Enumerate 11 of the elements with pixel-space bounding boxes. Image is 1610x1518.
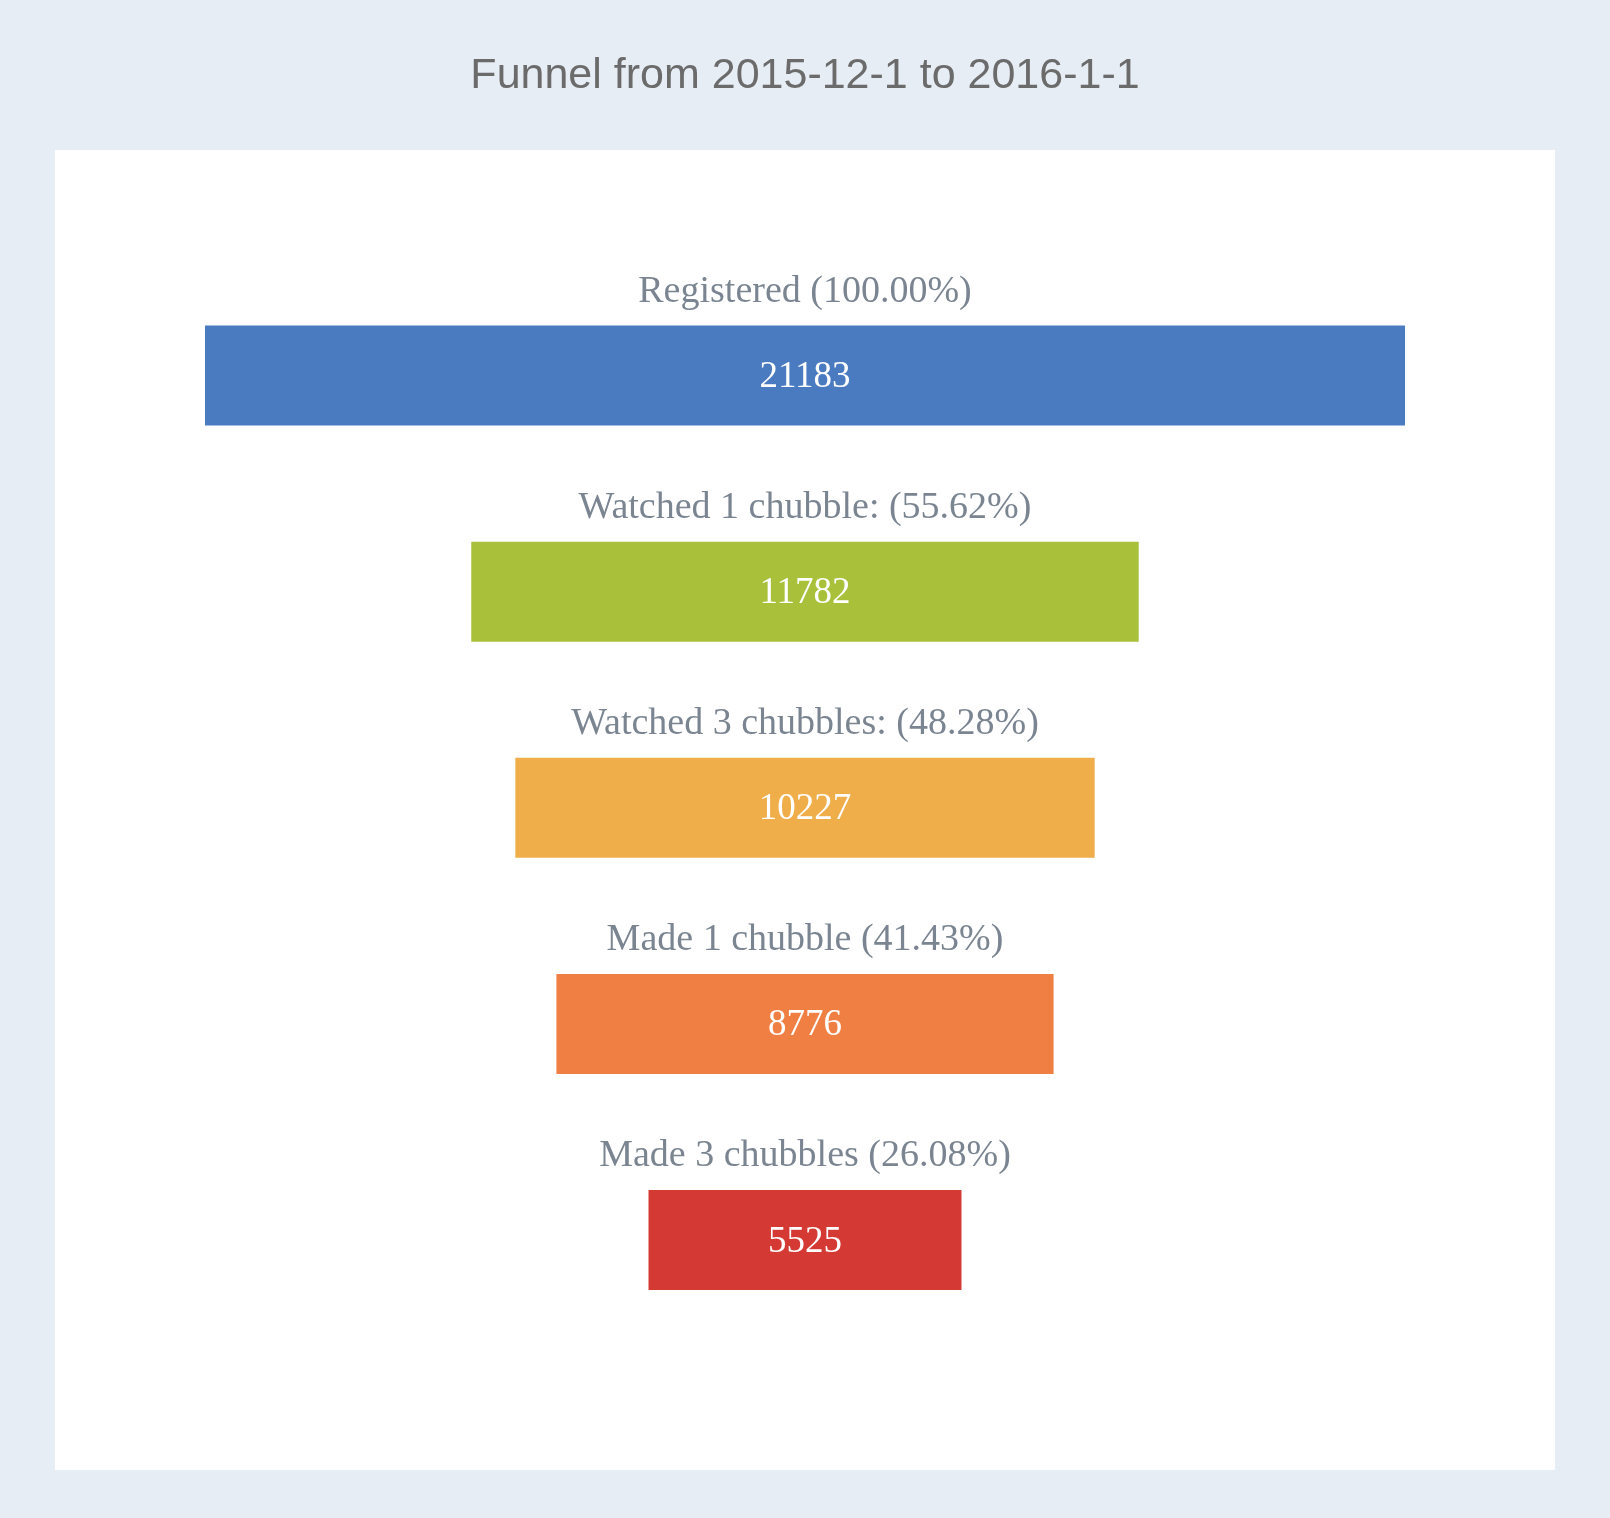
data-label: 10227 [758, 786, 852, 828]
category-label: Made 3 chubbles (26.08%) [599, 1132, 1011, 1176]
data-label: 21183 [759, 354, 851, 396]
category-label: Registered (100.00%) [638, 267, 972, 311]
category-label: Watched 3 chubbles: (48.28%) [571, 700, 1039, 743]
data-label: 8776 [768, 1002, 842, 1044]
data-label: 5525 [768, 1218, 842, 1260]
category-label: Watched 1 chubble: (55.62%) [578, 483, 1032, 527]
data-label: 11782 [759, 570, 851, 612]
text: Funnel from 2015-12-1 to 2016-1-1 [470, 49, 1140, 97]
category-label: Made 1 chubble (41.43%) [606, 916, 1004, 960]
